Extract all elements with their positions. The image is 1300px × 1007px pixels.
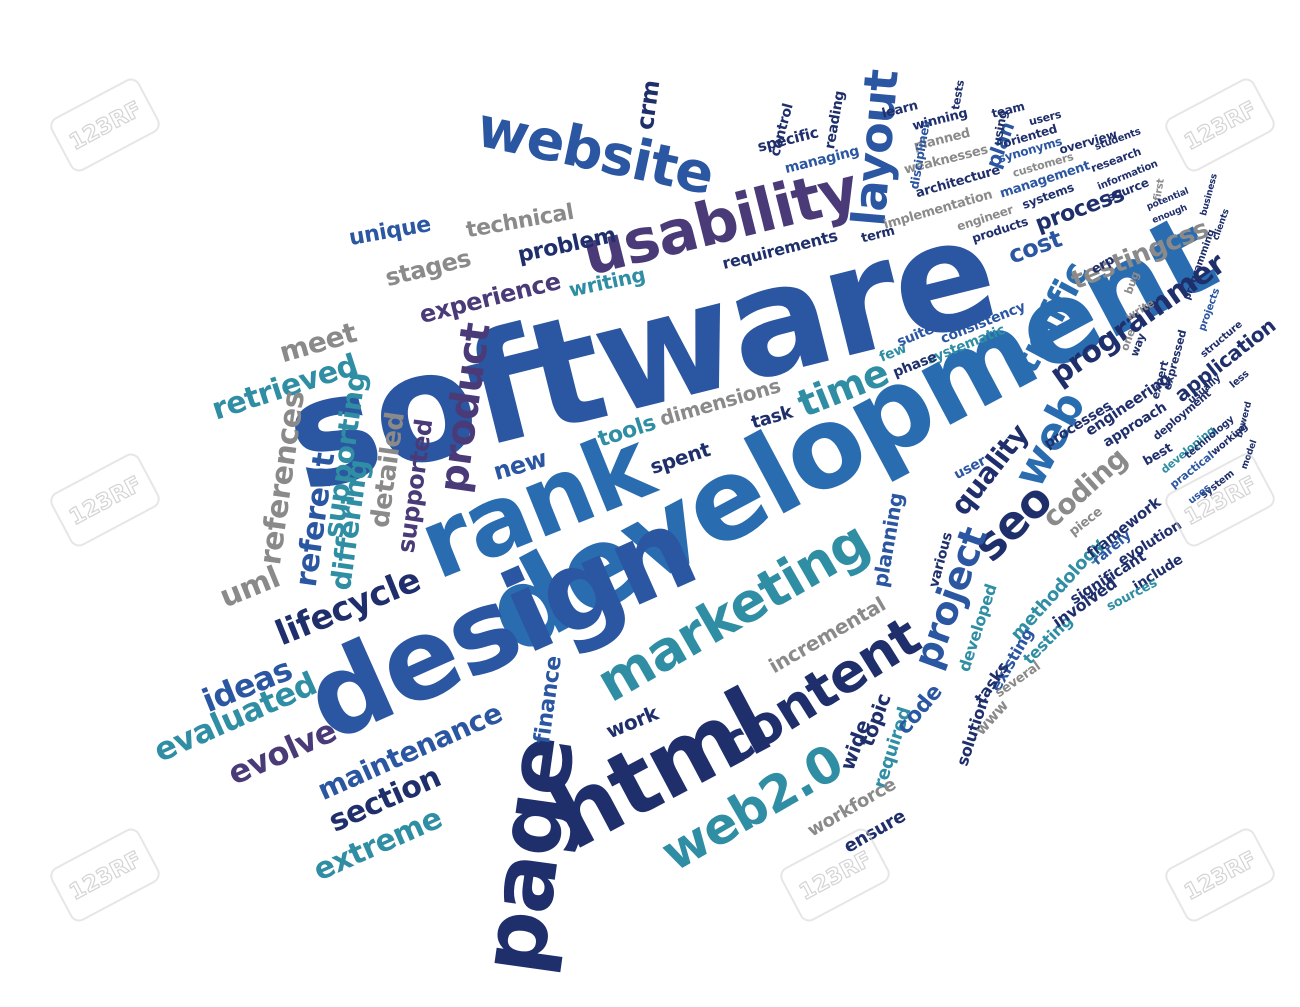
cloud-word: reading	[822, 89, 848, 151]
cloud-word: team	[990, 99, 1026, 121]
cloud-word: planning	[867, 490, 909, 590]
cloud-word: page	[459, 729, 596, 980]
cloud-word: business	[1199, 172, 1220, 217]
cloud-word: disciplines	[907, 119, 933, 191]
cloud-word: specific	[755, 123, 821, 156]
cloud-word: wide	[834, 716, 876, 774]
cloud-word: code	[891, 679, 948, 740]
cloud-word: crm	[630, 78, 666, 132]
cloud-word: unique	[347, 212, 433, 251]
cloud-word: less	[1227, 368, 1252, 391]
cloud-word: bowerd	[1234, 400, 1255, 439]
cloud-word: stages	[382, 243, 474, 293]
cloud-word: uml	[214, 559, 285, 616]
cloud-word: website	[471, 94, 719, 209]
cloud-word: clients	[1211, 207, 1232, 242]
